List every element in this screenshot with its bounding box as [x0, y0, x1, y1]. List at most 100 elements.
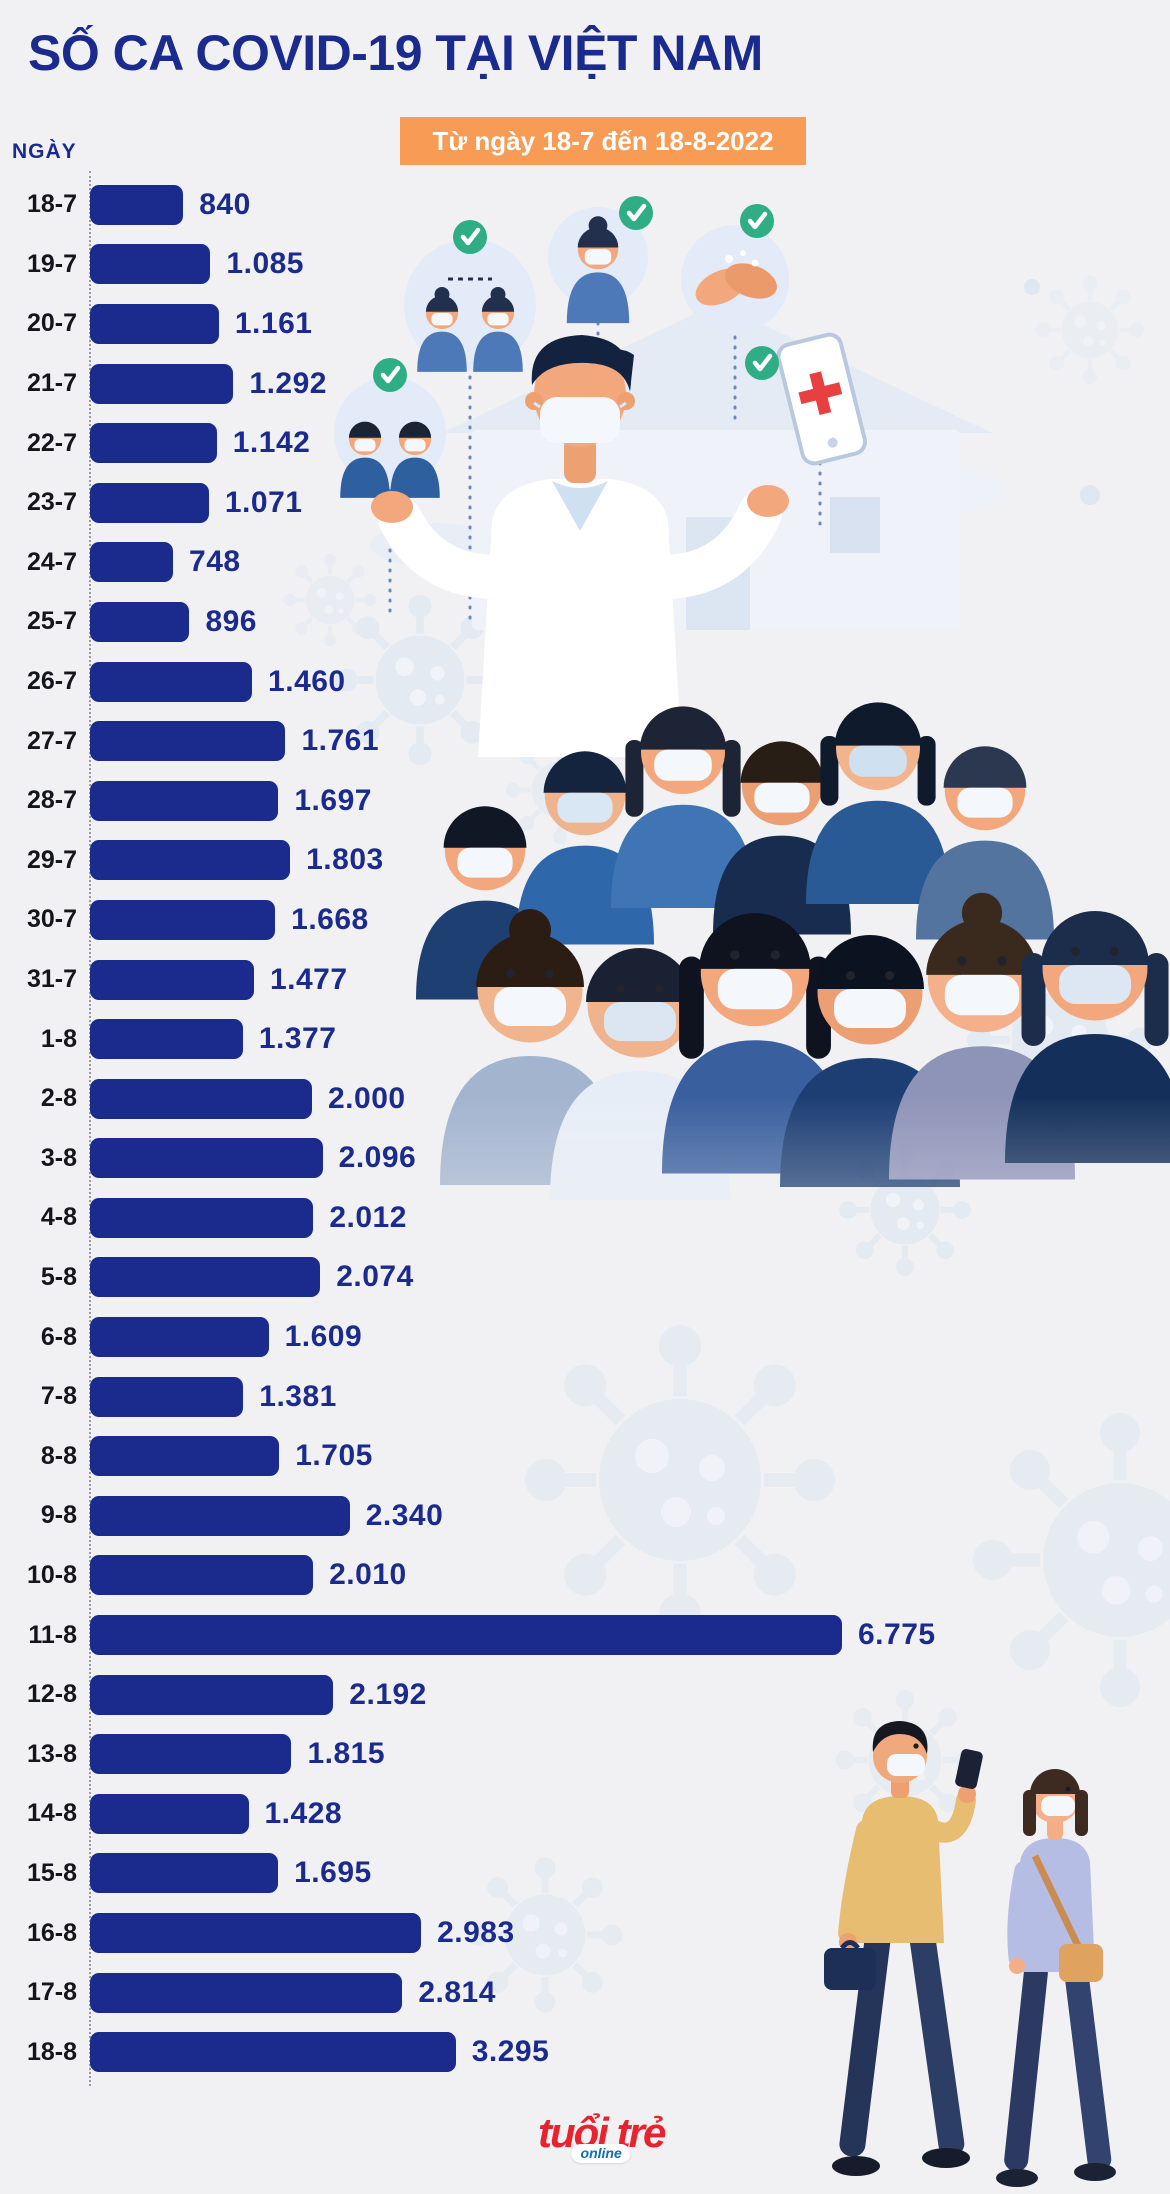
bar [90, 780, 279, 821]
value-label: 2.074 [336, 1260, 414, 1294]
value-label: 1.460 [268, 664, 346, 698]
y-axis-label: NGÀY [12, 140, 77, 163]
date-label: 20-7 [26, 309, 77, 338]
bar [90, 423, 217, 464]
chart-row: 18-8 3.295 [10, 2022, 1160, 2082]
value-label: 1.071 [224, 485, 303, 519]
bar [90, 1913, 422, 1954]
date-label: 7-8 [40, 1382, 77, 1411]
bar [90, 1793, 249, 1834]
value-label: 1.142 [232, 426, 311, 460]
value-label: 1.428 [264, 1796, 343, 1830]
bar [90, 1138, 323, 1179]
bar [90, 1197, 314, 1238]
bar [90, 363, 234, 404]
value-label: 1.377 [258, 1022, 337, 1056]
chart-row: 16-8 2.983 [10, 1903, 1160, 1963]
value-label: 840 [199, 187, 251, 221]
bar [90, 1436, 280, 1477]
chart-row: 21-7 1.292 [10, 354, 1160, 414]
bar [90, 1376, 244, 1417]
bar [90, 542, 174, 583]
date-label: 11-8 [28, 1620, 77, 1649]
chart-row: 9-8 2.340 [10, 1486, 1160, 1546]
value-label: 2.983 [437, 1916, 515, 1950]
chart-row: 8-8 1.705 [10, 1426, 1160, 1486]
bar [90, 601, 190, 642]
chart-row: 3-8 2.096 [10, 1129, 1160, 1189]
bar [90, 721, 286, 762]
value-label: 1.085 [226, 247, 304, 281]
chart-row: 29-7 1.803 [10, 831, 1160, 891]
date-label: 22-7 [26, 428, 77, 457]
bar [90, 2032, 456, 2073]
value-label: 1.761 [301, 724, 380, 758]
date-label: 15-8 [26, 1858, 77, 1887]
date-label: 1-8 [40, 1024, 77, 1053]
chart-row: 31-7 1.477 [10, 950, 1160, 1010]
bar-chart: NGÀY 18-7 840 19-7 1.085 20-7 1.161 21-7 1.292 2… [10, 140, 1160, 2086]
value-label: 1.697 [294, 783, 372, 817]
chart-row: 30-7 1.668 [10, 890, 1160, 950]
bar [90, 1674, 334, 1715]
value-label: 1.815 [307, 1737, 386, 1771]
date-label: 4-8 [40, 1203, 77, 1232]
date-label: 27-7 [26, 726, 77, 755]
value-label: 1.695 [294, 1856, 372, 1890]
value-label: 6.775 [858, 1618, 936, 1652]
value-label: 1.609 [284, 1320, 363, 1354]
date-label: 16-8 [26, 1918, 77, 1947]
chart-row: 4-8 2.012 [10, 1188, 1160, 1248]
value-label: 2.012 [329, 1200, 407, 1234]
value-label: 2.010 [329, 1558, 407, 1592]
bar [90, 482, 209, 523]
page-title: SỐ CA COVID-19 TẠI VIỆT NAM [28, 25, 763, 81]
date-label: 29-7 [26, 845, 77, 874]
value-label: 1.292 [249, 366, 327, 400]
bar [90, 661, 253, 702]
chart-row: 7-8 1.381 [10, 1367, 1160, 1427]
bar [90, 1555, 314, 1596]
chart-row: 26-7 1.460 [10, 652, 1160, 712]
chart-row: 15-8 1.695 [10, 1844, 1160, 1904]
date-label: 21-7 [26, 369, 77, 398]
chart-row: 10-8 2.010 [10, 1546, 1160, 1606]
value-label: 2.000 [327, 1081, 406, 1115]
bar [90, 1972, 403, 2013]
chart-row: 27-7 1.761 [10, 711, 1160, 771]
value-label: 2.192 [349, 1677, 427, 1711]
date-label: 31-7 [26, 965, 77, 994]
bar [90, 1495, 350, 1536]
date-label: 8-8 [40, 1441, 77, 1470]
chart-rows: 18-7 840 19-7 1.085 20-7 1.161 21-7 1.292 22-7 1.… [10, 171, 1160, 2086]
value-label: 2.340 [365, 1498, 444, 1532]
date-label: 23-7 [26, 488, 77, 517]
bar [90, 1317, 269, 1358]
chart-row: 14-8 1.428 [10, 1784, 1160, 1844]
value-label: 1.381 [259, 1379, 337, 1413]
chart-row: 28-7 1.697 [10, 771, 1160, 831]
date-label: 12-8 [26, 1680, 77, 1709]
date-label: 30-7 [26, 905, 77, 934]
value-label: 3.295 [471, 2035, 550, 2069]
date-label: 25-7 [26, 607, 77, 636]
chart-row: 19-7 1.085 [10, 235, 1160, 295]
chart-row: 24-7 748 [10, 533, 1160, 593]
chart-row: 1-8 1.377 [10, 1009, 1160, 1069]
date-label: 13-8 [26, 1739, 77, 1768]
chart-row: 20-7 1.161 [10, 294, 1160, 354]
date-label: 3-8 [40, 1143, 77, 1172]
date-label: 14-8 [26, 1799, 77, 1828]
tuoitre-logo: tuổi trẻ online [538, 2112, 666, 2163]
chart-row: 23-7 1.071 [10, 473, 1160, 533]
subtitle-text: Từ ngày 18-7 đến 18-8-2022 [432, 125, 774, 156]
bar [90, 244, 211, 285]
value-label: 896 [205, 604, 257, 638]
chart-row: 2-8 2.000 [10, 1069, 1160, 1129]
chart-row: 18-7 840 [10, 175, 1160, 235]
date-label: 10-8 [26, 1560, 77, 1589]
value-label: 1.668 [291, 902, 369, 936]
value-label: 1.803 [306, 843, 384, 877]
bar [90, 1019, 243, 1060]
